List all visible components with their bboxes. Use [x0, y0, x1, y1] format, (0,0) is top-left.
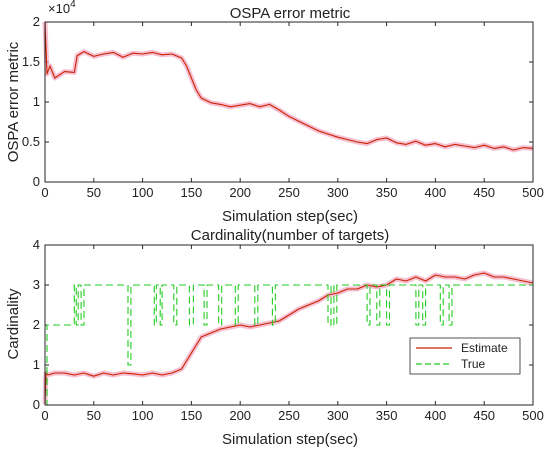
ospa-x-tick-label: 250 — [278, 185, 300, 200]
cardinality-x-tick-label: 150 — [181, 408, 203, 423]
ospa-x-tick-label: 350 — [376, 185, 398, 200]
ospa-y-tick-label: 0.5 — [22, 134, 40, 149]
ospa-x-ticks: 0 50 100 150 200 250 300 350 400 450 500 — [41, 22, 544, 200]
ospa-y-tick-label: 1.5 — [22, 54, 40, 69]
cardinality-y-tick-label: 4 — [33, 237, 40, 252]
ospa-x-tick-label: 300 — [327, 185, 349, 200]
ospa-chart: OSPA error metric Simulation step(sec) O… — [5, 0, 544, 225]
cardinality-x-tick-label: 50 — [87, 408, 101, 423]
cardinality-y-tick-label: 1 — [33, 357, 40, 372]
cardinality-y-axis-label: Cardinality — [5, 288, 22, 359]
cardinality-x-tick-label: 250 — [278, 408, 300, 423]
cardinality-series — [42, 270, 534, 406]
cardinality-x-tick-label: 300 — [327, 408, 349, 423]
ospa-x-tick-label: 400 — [425, 185, 447, 200]
ospa-y-tick-label: 0 — [33, 174, 40, 189]
cardinality-x-tick-label: 500 — [522, 408, 544, 423]
ospa-series — [42, 21, 534, 153]
ospa-x-tick-label: 450 — [473, 185, 495, 200]
legend-true-label: True — [461, 357, 486, 371]
ospa-x-tick-label: 0 — [41, 185, 48, 200]
ospa-y-axis-label: OSPA error metric — [5, 41, 22, 162]
ospa-x-tick-label: 50 — [87, 185, 101, 200]
cardinality-y-ticks: 0 1 2 3 4 — [33, 237, 533, 412]
cardinality-x-tick-label: 200 — [229, 408, 251, 423]
ospa-y-exponent: ×104 — [48, 0, 76, 16]
cardinality-y-tick-label: 2 — [33, 317, 40, 332]
ospa-x-tick-label: 200 — [229, 185, 251, 200]
ospa-x-axis-label: Simulation step(sec) — [222, 208, 358, 225]
cardinality-x-tick-label: 400 — [425, 408, 447, 423]
ospa-x-tick-label: 150 — [181, 185, 203, 200]
ospa-y-tick-label: 2 — [33, 14, 40, 29]
ospa-series-0-spread — [42, 21, 534, 153]
legend-box — [409, 337, 521, 375]
ospa-title: OSPA error metric — [230, 5, 351, 22]
cardinality-title: Cardinality(number of targets) — [191, 227, 389, 244]
ospa-y-tick-label: 1 — [33, 94, 40, 109]
legend: Estimate True — [409, 337, 521, 375]
cardinality-x-tick-label: 350 — [376, 408, 398, 423]
cardinality-true-line — [45, 284, 533, 406]
cardinality-x-tick-label: 450 — [473, 408, 495, 423]
cardinality-y-tick-label: 0 — [33, 397, 40, 412]
cardinality-x-axis-label: Simulation step(sec) — [222, 431, 358, 448]
cardinality-axes-box — [44, 244, 534, 406]
cardinality-y-tick-label: 3 — [33, 277, 40, 292]
cardinality-x-tick-label: 100 — [132, 408, 154, 423]
ospa-x-tick-label: 500 — [522, 185, 544, 200]
ospa-x-tick-label: 100 — [132, 185, 154, 200]
ospa-y-ticks: 0 0.5 1 1.5 2 — [22, 14, 533, 189]
ospa-series-0-line — [44, 21, 534, 151]
cardinality-x-ticks: 0 50 100 150 200 250 300 350 400 450 500 — [41, 245, 544, 423]
ospa-axes-box — [44, 21, 534, 183]
legend-estimate-label: Estimate — [461, 341, 508, 355]
cardinality-chart: Cardinality(number of targets) Simulatio… — [5, 227, 544, 448]
cardinality-estimate-line — [44, 272, 534, 405]
cardinality-x-tick-label: 0 — [41, 408, 48, 423]
